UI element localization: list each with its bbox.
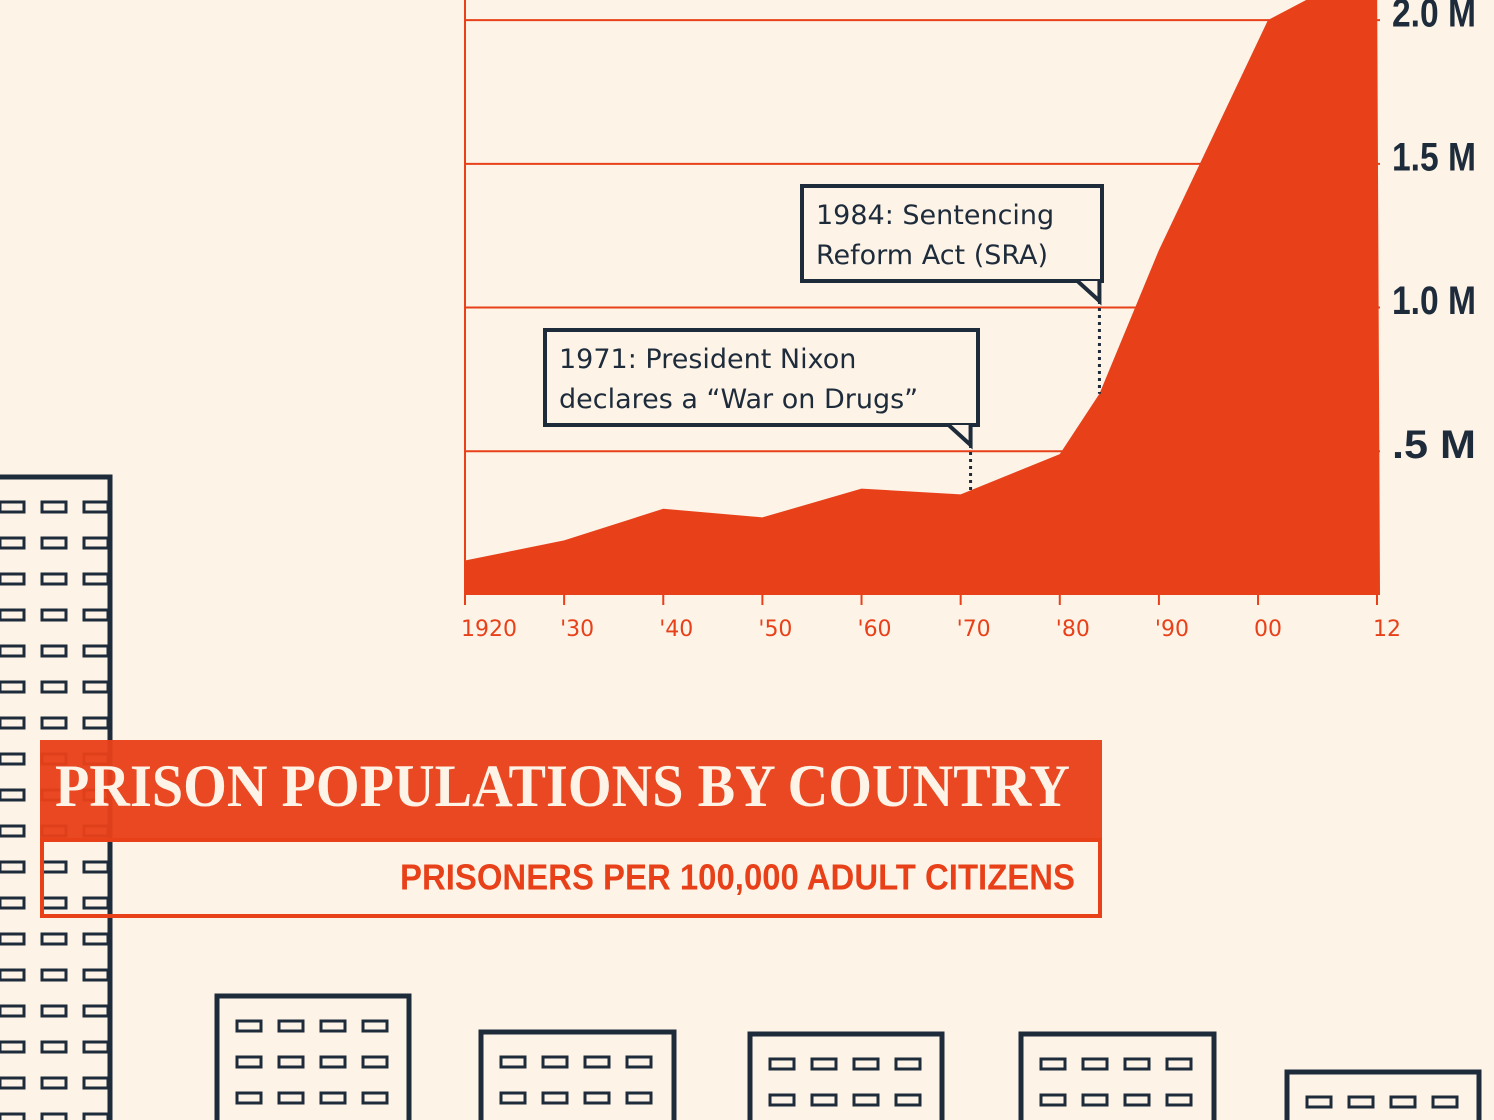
y-tick-label: 2.0 M (1392, 0, 1476, 36)
annotation-text: Reform Act (SRA) (816, 240, 1048, 271)
chart: .5 M 1.0 M 1.5 M 2.0 M 1920 '30 '40 '50 '60 '70 '8… (461, 0, 1476, 642)
section-subtitle: PRISONERS PER 100,000 ADULT CITIZENS (400, 857, 1075, 898)
annotation-pointer (1077, 281, 1099, 301)
x-tick-label: '90 (1155, 617, 1189, 642)
annotation-pointer (949, 425, 971, 445)
x-tick-label: '60 (858, 617, 892, 642)
x-tick-label: 00 (1254, 617, 1282, 642)
annotation-text: 1984: Sentencing (816, 200, 1054, 231)
y-tick-label: 1.0 M (1392, 279, 1476, 323)
building (1021, 1034, 1214, 1120)
x-tick-label: '40 (659, 617, 693, 642)
page: .5 M 1.0 M 1.5 M 2.0 M 1920 '30 '40 '50 '60 '70 '8… (0, 0, 1494, 1120)
area (465, 0, 1380, 595)
y-tick-label: 1.5 M (1392, 135, 1476, 179)
x-tick-label: '80 (1056, 617, 1090, 642)
building (750, 1034, 942, 1120)
annotation-text: declares a “War on Drugs” (559, 384, 918, 415)
x-tick-label: 1920 (461, 617, 517, 642)
building (481, 1032, 674, 1120)
y-tick-label: .5 M (1392, 423, 1476, 467)
section-title: PRISON POPULATIONS BY COUNTRY (55, 753, 1070, 819)
annotation-text: 1971: President Nixon (559, 344, 856, 375)
x-tick-label: '30 (560, 617, 594, 642)
x-tick-label: '50 (758, 617, 792, 642)
x-tick-label: 12 (1373, 617, 1401, 642)
x-tick-label: '70 (957, 617, 991, 642)
